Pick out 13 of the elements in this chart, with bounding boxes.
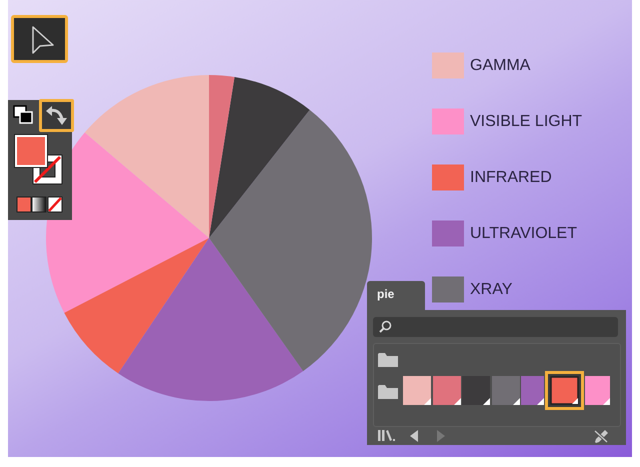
pie-slice bbox=[84, 75, 209, 238]
pie-slice bbox=[209, 77, 310, 238]
legend-label: INFRARED bbox=[470, 169, 552, 186]
pie-slice bbox=[209, 110, 372, 372]
legend-label: VISIBLE LIGHT bbox=[470, 113, 582, 130]
pie-slice bbox=[46, 132, 209, 313]
pie-slice bbox=[64, 238, 209, 374]
pie-slice bbox=[209, 75, 234, 238]
panel-tab: pie bbox=[367, 281, 425, 311]
legend-label: XRAY bbox=[470, 281, 513, 298]
legend-label: ULTRAVIOLET bbox=[470, 225, 578, 242]
legend-label: GAMMA bbox=[470, 57, 531, 74]
pie-slice bbox=[118, 238, 304, 401]
